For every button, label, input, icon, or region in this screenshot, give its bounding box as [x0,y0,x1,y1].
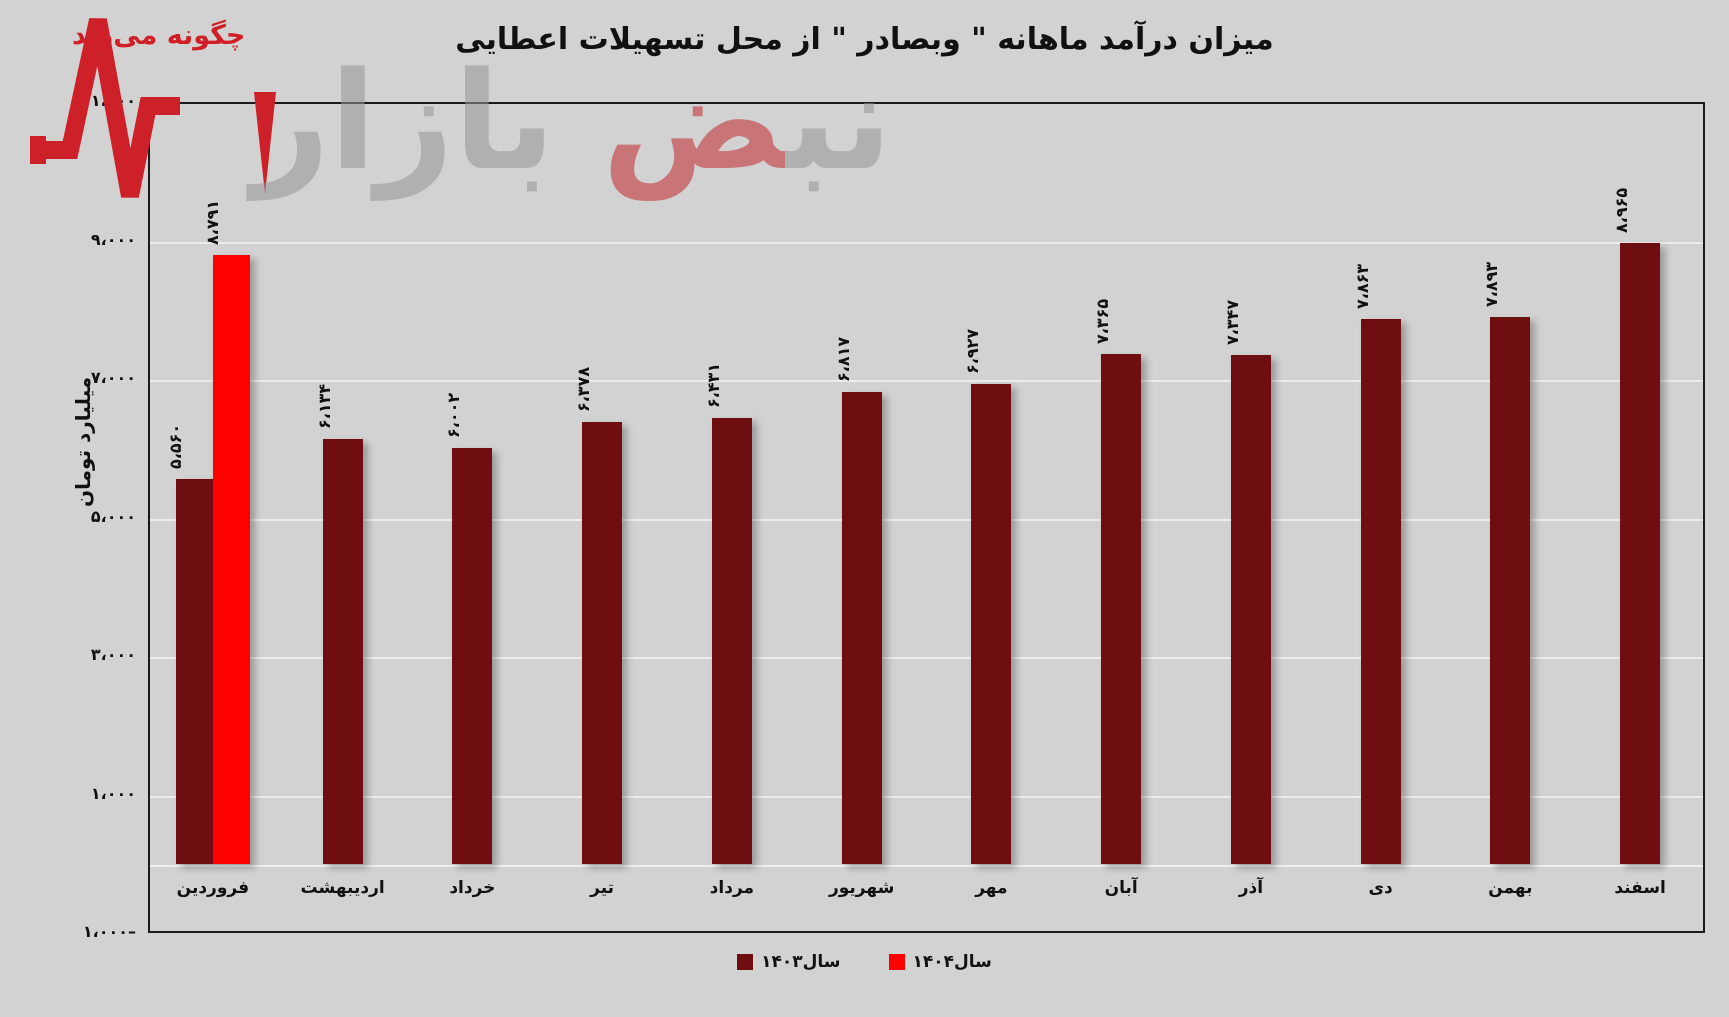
bar-value-label: ۷،۸۶۳ [1352,264,1372,310]
legend: سال۱۴۰۳ سال۱۴۰۴ [0,952,1729,972]
gridline [150,380,1703,382]
x-axis-label: تیر [590,877,615,898]
bar-value-label: ۷،۸۹۳ [1482,262,1502,308]
x-axis-label: شهریور [828,877,895,898]
bar-value-label: ۵،۵۶۰ [166,423,186,469]
legend-item: سال۱۴۰۳ [737,952,841,972]
chart-title: میزان درآمد ماهانه " وبصادر " از محل تسه… [455,22,1274,57]
bar-سال۱۴۰۳ [1101,353,1142,864]
gridline [150,518,1703,521]
logo-tagline: چگونه می‌زند [72,20,246,51]
x-axis-label: بهمن [1488,877,1533,898]
y-tick-label: ۱،۰۰۰– [82,922,136,941]
x-axis-label: مهر [975,877,1008,898]
bar-value-label: ۶،۹۲۷ [963,328,983,375]
bar-value-label: ۶،۴۳۱ [703,363,723,409]
legend-label: سال۱۴۰۴ [912,952,992,972]
bar-سال۱۴۰۳ [841,391,882,864]
pulse-logo-icon [30,18,276,198]
watermark-text: نبض بازار [252,47,892,197]
legend-swatch [737,954,754,970]
bar-value-label: ۶،۸۱۷ [833,336,853,382]
x-axis-label: آذر [1238,877,1264,898]
y-tick-label: ۱،۰۰۰ [90,783,136,803]
x-axis-label: آبان [1104,877,1138,898]
watermark-letters-right: نب [786,43,893,200]
gridline [150,657,1703,659]
bar-سال۱۴۰۳ [1490,317,1531,864]
bar-سال۱۴۰۳ [1230,354,1271,864]
watermark-letters-left: بازار [252,43,603,200]
y-tick-label: ۵،۰۰۰ [90,506,136,526]
x-axis-label: اسفند [1614,877,1666,898]
bar-value-label: ۶،۳۷۸ [574,366,594,413]
y-tick-label: ۳،۰۰۰ [90,645,136,664]
bar-سال۱۴۰۳ [175,478,213,864]
bar-value-label: ۶،۰۰۲ [444,392,464,439]
x-axis-label: مرداد [709,877,755,898]
bar-سال۱۴۰۳ [1620,242,1661,864]
gridline [150,795,1703,798]
y-tick-label: ۹،۰۰۰ [90,229,136,249]
bar-value-label: ۸،۹۶۵ [1612,187,1632,233]
bar-سال۱۴۰۳ [711,418,752,864]
y-axis-title: میلیارد تومان [71,376,96,507]
x-axis-label: فروردین [176,877,250,898]
bar-سال۱۴۰۳ [322,438,363,864]
bar-value-label: ۷،۳۴۷ [1222,299,1242,345]
legend-swatch [888,954,905,970]
x-axis-label: اردیبهشت [300,877,385,898]
zero-axis-line [150,864,1703,867]
pulse-logo-drop [254,92,276,194]
bar-value-label: ۸،۷۹۱ [203,199,223,245]
bar-سال۱۴۰۳ [452,448,493,864]
plot-area [148,102,1705,933]
watermark-letters-red: ض [602,43,787,200]
gridline [150,241,1703,244]
pulse-logo-line [38,18,180,198]
bar-سال۱۴۰۳ [582,422,623,864]
legend-label: سال۱۴۰۳ [761,952,841,972]
bar-value-label: ۷،۳۶۵ [1093,298,1113,344]
bar-value-label: ۶،۱۳۴ [314,383,334,429]
bar-سال۱۴۰۳ [1360,319,1401,864]
legend-item: سال۱۴۰۴ [888,952,992,972]
bar-سال۱۴۰۳ [971,384,1012,864]
bar-سال۱۴۰۴ [212,254,250,864]
x-axis-label: دی [1368,877,1393,898]
y-tick-label: ۷،۰۰۰ [90,368,136,387]
x-axis-label: خرداد [449,877,496,898]
